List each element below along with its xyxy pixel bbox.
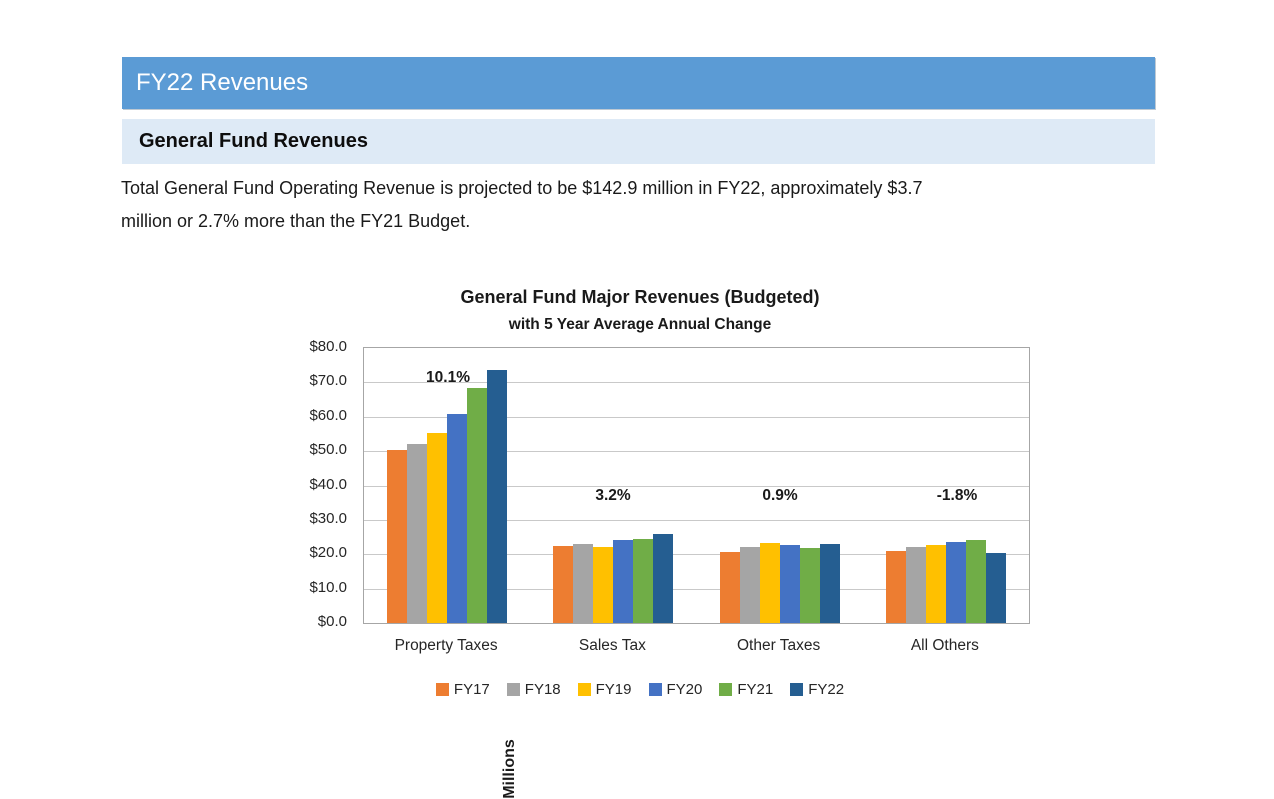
legend-label: FY21: [737, 681, 774, 698]
bar-fy19-sales-tax: [593, 546, 614, 623]
y-axis-tick: $10.0: [309, 578, 347, 596]
legend-swatch-icon: [506, 683, 520, 696]
gridline: [364, 451, 1029, 453]
x-axis-category-label: All Others: [910, 637, 979, 654]
legend-swatch-icon: [648, 683, 662, 696]
bar-fy17-property-taxes: [387, 449, 408, 623]
legend-item-fy22: FY22: [790, 681, 844, 698]
bar-fy20-sales-tax: [613, 540, 634, 623]
y-axis-tick: $70.0: [309, 372, 347, 390]
bar-fy21-property-taxes: [467, 388, 488, 623]
bar-fy18-other-taxes: [739, 547, 760, 623]
bar-fy21-other-taxes: [799, 548, 820, 623]
intro-paragraph: Total General Fund Operating Revenue is …: [121, 172, 1171, 238]
bar-fy22-sales-tax: [653, 534, 674, 623]
bar-fy22-property-taxes: [487, 369, 508, 623]
bar-fy17-other-taxes: [719, 552, 740, 623]
y-axis-tick: $80.0: [309, 338, 347, 355]
bar-fy20-all-others: [945, 541, 966, 623]
legend-swatch-icon: [577, 683, 591, 696]
bar-fy20-property-taxes: [447, 414, 468, 623]
bar-fy19-property-taxes: [427, 432, 448, 623]
page-title: FY22 Revenues: [136, 69, 309, 96]
y-axis-tick: $50.0: [309, 441, 347, 459]
legend-swatch-icon: [435, 683, 449, 696]
gridline: [364, 382, 1029, 384]
gridline: [364, 519, 1029, 521]
intro-paragraph-line-2: million or 2.7% more than the FY21 Budge…: [121, 211, 471, 231]
y-axis-tick: $0.0: [317, 613, 347, 630]
bar-fy22-other-taxes: [819, 544, 840, 623]
legend-item-fy17: FY17: [435, 681, 490, 698]
bar-fy18-property-taxes: [407, 443, 428, 623]
legend-label: FY20: [666, 681, 703, 698]
y-axis-tick: $30.0: [309, 509, 347, 527]
bar-fy17-all-others: [885, 551, 906, 623]
page-header-bar: FY22 Revenues: [122, 57, 1155, 109]
chart-title: General Fund Major Revenues (Budgeted): [460, 287, 820, 307]
gridline: [364, 485, 1029, 487]
chart-subtitle: with 5 Year Average Annual Change: [508, 316, 772, 333]
intro-paragraph-line-1: Total General Fund Operating Revenue is …: [121, 178, 923, 198]
avg-change-annotation: 3.2%: [595, 487, 631, 504]
x-axis-category-label: Sales Tax: [578, 637, 646, 654]
revenue-bar-chart: General Fund Major Revenues (Budgeted) w…: [245, 285, 1035, 799]
legend-label: FY19: [595, 681, 632, 698]
legend-item-fy18: FY18: [506, 681, 561, 698]
legend-swatch-icon: [719, 683, 733, 696]
section-title: General Fund Revenues: [139, 130, 368, 152]
gridline: [364, 416, 1029, 418]
y-axis-tick: $40.0: [309, 475, 347, 493]
legend-item-fy19: FY19: [577, 681, 632, 698]
bar-fy20-other-taxes: [779, 545, 800, 623]
section-header-bar: General Fund Revenues: [122, 119, 1155, 164]
avg-change-annotation: 10.1%: [426, 369, 470, 386]
avg-change-annotation: -1.8%: [936, 487, 978, 504]
bar-fy19-all-others: [925, 545, 946, 623]
gridline: [364, 554, 1029, 556]
avg-change-annotation: 0.9%: [762, 487, 798, 504]
bar-fy19-other-taxes: [759, 543, 780, 623]
bar-fy21-all-others: [965, 539, 986, 623]
bar-fy21-sales-tax: [633, 538, 654, 623]
bar-fy22-all-others: [985, 552, 1006, 623]
bar-fy18-sales-tax: [573, 544, 594, 623]
legend-swatch-icon: [790, 683, 804, 696]
plot-area: [363, 347, 1030, 624]
y-axis-label: Millions: [501, 739, 518, 799]
legend-label: FY17: [453, 681, 490, 698]
bar-fy18-all-others: [905, 547, 926, 623]
bar-fy17-sales-tax: [553, 546, 574, 623]
gridline: [364, 588, 1029, 590]
y-axis-tick: $20.0: [309, 544, 347, 562]
y-axis-tick: $60.0: [309, 406, 347, 424]
legend-item-fy21: FY21: [719, 681, 773, 698]
x-axis-category-label: Property Taxes: [394, 637, 498, 654]
legend-label: FY22: [808, 681, 845, 698]
x-axis-category-label: Other Taxes: [736, 637, 821, 654]
legend-item-fy20: FY20: [648, 681, 703, 698]
chart-legend: FY17 FY18 FY19 FY20 FY21 FY22: [245, 681, 1035, 698]
legend-label: FY18: [524, 681, 561, 698]
